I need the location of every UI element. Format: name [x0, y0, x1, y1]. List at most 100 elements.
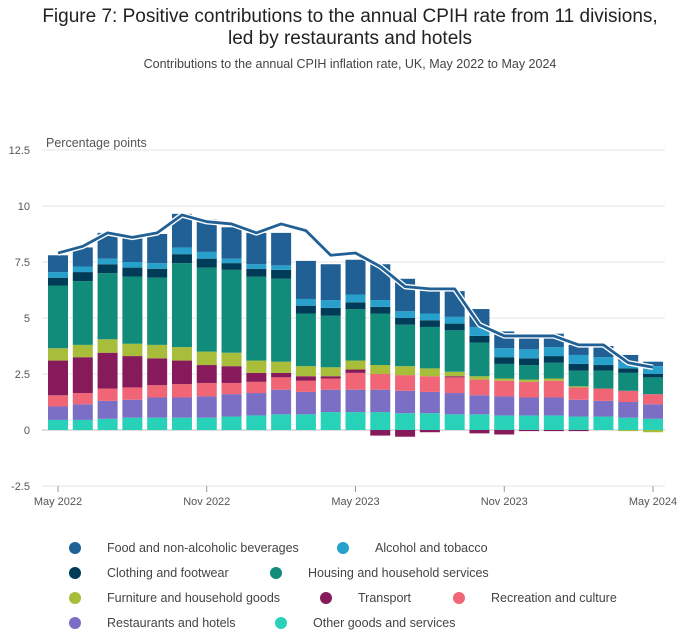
bar-segment: [271, 232, 292, 266]
bar-segment: [147, 417, 168, 430]
bar-segment: [196, 417, 217, 430]
bar-segment: [643, 418, 663, 430]
bar-segment: [246, 268, 267, 277]
bar-segment: [469, 326, 490, 336]
legend-swatch-icon: [69, 592, 81, 604]
bar-segment: [444, 323, 465, 331]
bar-segment: [295, 313, 316, 367]
legend-swatch-icon: [320, 592, 332, 604]
bar-segment: [122, 356, 143, 388]
bar-segment: [48, 419, 68, 430]
bar-segment: [97, 258, 118, 265]
bar-segment: [419, 326, 440, 369]
bar-segment: [271, 269, 292, 279]
x-tick-label: Nov 2023: [481, 496, 528, 508]
bar-segment: [395, 375, 416, 391]
bar-segment: [519, 358, 540, 366]
legend-item[interactable]: Restaurants and hotels: [69, 616, 236, 630]
bar-segment: [171, 347, 192, 361]
bar-segment: [469, 376, 490, 380]
bar-segment: [543, 347, 564, 357]
bar-segment: [618, 372, 639, 391]
bar-segment: [271, 389, 292, 415]
bar-segment: [196, 351, 217, 366]
bar-segment: [519, 415, 540, 430]
legend-item[interactable]: Furniture and household goods: [69, 591, 280, 605]
legend-item[interactable]: Recreation and culture: [453, 591, 617, 605]
bar-segment: [147, 277, 168, 345]
y-tick-label: 7.5: [15, 257, 30, 269]
bar-segment: [370, 389, 391, 413]
cpih-line: [57, 213, 654, 369]
bar-segment: [345, 369, 366, 373]
bar-segment: [543, 430, 564, 432]
bar-segment: [395, 390, 416, 414]
bar-segment: [295, 366, 316, 377]
bar-segment: [147, 385, 168, 398]
legend-label: Housing and household services: [308, 566, 489, 580]
bar-segment: [48, 285, 68, 349]
legend-item[interactable]: Transport: [320, 591, 411, 605]
bar-segment: [221, 227, 242, 259]
bar-segment: [345, 259, 366, 295]
bar-segment: [345, 372, 366, 390]
bar-segment: [48, 395, 68, 407]
bar-segment: [444, 377, 465, 394]
bar-segment: [618, 354, 639, 362]
bar-segment: [519, 379, 540, 382]
y-tick-label: 12.5: [9, 145, 30, 157]
bar-segment: [221, 352, 242, 367]
bar-segment: [97, 339, 118, 353]
bar-segment: [469, 335, 490, 343]
bar-segment: [618, 368, 639, 373]
legend-item[interactable]: Food and non-alcoholic beverages: [69, 541, 299, 555]
bar-segment: [543, 378, 564, 381]
bar-segment: [196, 219, 217, 252]
legend-item[interactable]: Clothing and footwear: [69, 566, 229, 580]
chart-title-line-1: Figure 7: Positive contributions to the …: [42, 6, 658, 27]
bar-segment: [543, 362, 564, 379]
bar-segment: [494, 380, 515, 397]
bar-segment: [320, 367, 341, 377]
bar-segment: [171, 213, 192, 248]
bar-segment: [469, 379, 490, 396]
bar-segment: [271, 265, 292, 270]
bar-segment: [271, 414, 292, 430]
bar-segment: [97, 232, 118, 259]
bar-segment: [593, 357, 614, 366]
bar-segment: [345, 360, 366, 370]
bar-segment: [246, 372, 267, 382]
bar-segment: [568, 386, 589, 388]
bar-segment: [568, 354, 589, 364]
bar-segment: [271, 361, 292, 373]
bar-segment: [72, 272, 93, 282]
bar-segment: [370, 412, 391, 430]
bar-segment: [72, 357, 93, 394]
bar-segment: [444, 316, 465, 324]
bar-segment: [171, 254, 192, 264]
bar-segment: [345, 389, 366, 413]
legend-label: Recreation and culture: [491, 591, 617, 605]
legend-item[interactable]: Alcohol and tobacco: [337, 541, 488, 555]
bar-segment: [643, 361, 663, 367]
bar-segment: [568, 399, 589, 417]
bar-segment: [494, 415, 515, 430]
bar-segment: [221, 269, 242, 353]
y-tick-label: 5: [24, 313, 30, 325]
bar-segment: [122, 343, 143, 357]
bar-segment: [97, 273, 118, 340]
chart-subtitle: Contributions to the annual CPIH inflati…: [143, 57, 557, 71]
bar-segment: [370, 374, 391, 390]
legend-item[interactable]: Other goods and services: [275, 616, 455, 630]
bar-segment: [72, 419, 93, 430]
bar-segment: [370, 430, 391, 436]
bar-segment: [97, 388, 118, 401]
bar-segment: [618, 430, 639, 432]
bar-segment: [295, 260, 316, 299]
bar-segment: [122, 262, 143, 268]
legend-item[interactable]: Housing and household services: [270, 566, 489, 580]
bar-segment: [221, 263, 242, 270]
bar-segment: [519, 381, 540, 398]
bar-segment: [122, 236, 143, 262]
